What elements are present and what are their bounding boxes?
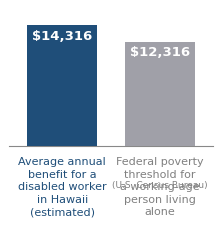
Text: Average annual
benefit for a
disabled worker
in Hawaii
(estimated): Average annual benefit for a disabled wo… bbox=[18, 157, 107, 217]
Text: Federal poverty
threshold for
a working-age
person living
alone: Federal poverty threshold for a working-… bbox=[116, 157, 203, 217]
Text: (U.S. Census Bureau): (U.S. Census Bureau) bbox=[112, 181, 207, 190]
Bar bbox=[125, 42, 195, 146]
Text: $12,316: $12,316 bbox=[130, 46, 190, 59]
Text: $14,316: $14,316 bbox=[32, 30, 93, 43]
Bar bbox=[27, 25, 97, 146]
